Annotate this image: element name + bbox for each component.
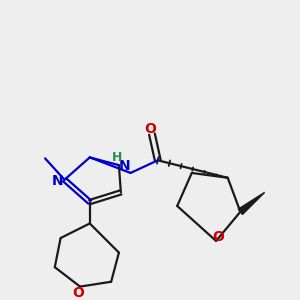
Text: O: O bbox=[72, 286, 84, 300]
Text: N: N bbox=[119, 159, 130, 173]
Text: O: O bbox=[144, 122, 156, 136]
Text: H: H bbox=[112, 151, 122, 164]
Polygon shape bbox=[238, 192, 265, 214]
Text: O: O bbox=[212, 230, 224, 244]
Text: N: N bbox=[52, 174, 64, 188]
